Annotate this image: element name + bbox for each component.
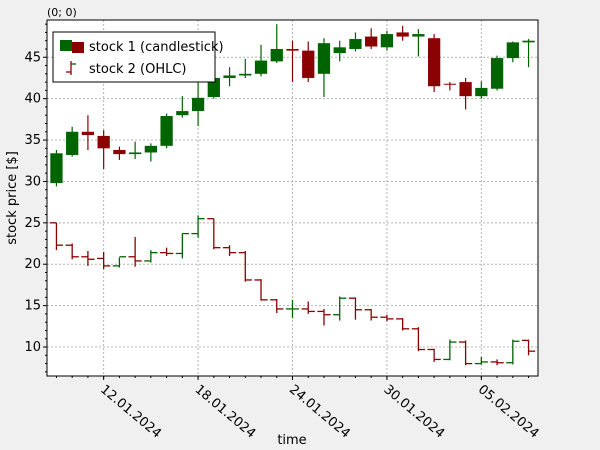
- candle-body: [270, 48, 283, 62]
- candle-body: [128, 152, 142, 155]
- candle-body: [191, 97, 205, 112]
- legend-swatch-candle-up: [60, 40, 72, 51]
- candle-body: [443, 83, 457, 85]
- candle-body: [349, 39, 362, 49]
- candle-body: [97, 135, 110, 149]
- x-tick-label: 30.01.2024: [380, 382, 447, 441]
- candle-body: [286, 48, 299, 51]
- y-tick-label: 30: [24, 174, 41, 189]
- y-tick-label: 10: [24, 340, 41, 355]
- candle-body: [302, 50, 315, 78]
- candle-body: [239, 73, 252, 76]
- candle-body: [522, 40, 535, 43]
- candle-body: [396, 32, 409, 37]
- candle-body: [412, 34, 425, 37]
- candle-body: [490, 58, 504, 89]
- candle-body: [317, 43, 331, 74]
- x-tick-label: 18.01.2024: [192, 382, 259, 441]
- y-tick-label: 45: [24, 50, 41, 65]
- candle-body: [144, 145, 158, 153]
- legend: stock 1 (candlestick) stock 2 (OHLC): [52, 31, 224, 83]
- y-tick-label: 20: [24, 257, 41, 272]
- x-tick-label: 12.01.2024: [97, 382, 164, 441]
- legend-box: [52, 31, 216, 83]
- y-tick-label: 15: [24, 299, 41, 314]
- candle-body: [380, 34, 394, 48]
- candle-body: [459, 82, 472, 97]
- candle-body: [113, 149, 126, 155]
- x-tick-label: 05.02.2024: [475, 382, 542, 441]
- x-axis-label: time: [277, 433, 306, 448]
- candle-body: [207, 77, 220, 97]
- candle-body: [50, 153, 63, 184]
- candle-body: [223, 75, 236, 78]
- candle-body: [81, 131, 95, 136]
- candle-body: [475, 87, 488, 97]
- candle-body: [506, 42, 519, 59]
- candle-body: [365, 36, 378, 47]
- y-tick-label: 40: [24, 92, 41, 107]
- legend-swatch-candle-down: [72, 42, 84, 53]
- legend-label-stock-1: stock 1 (candlestick): [89, 40, 224, 55]
- candle-body: [254, 60, 268, 74]
- plot-series: [49, 24, 536, 366]
- y-axis-label: stock price [$]: [5, 151, 20, 245]
- candle-body: [427, 38, 441, 87]
- y-tick-label: 25: [24, 216, 41, 231]
- y-tick-label: 35: [24, 133, 41, 148]
- coordinate-readout: (0; 0): [47, 6, 77, 19]
- candle-body: [176, 111, 189, 116]
- candle-body: [333, 47, 346, 54]
- candle-body: [160, 116, 173, 146]
- candle-body: [66, 131, 79, 155]
- legend-label-stock-2: stock 2 (OHLC): [89, 62, 187, 77]
